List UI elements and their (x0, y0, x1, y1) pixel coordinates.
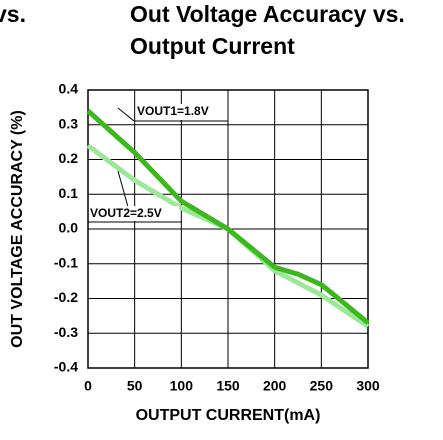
y-axis-label: OUT VOLTAGE ACCURACY (%) (9, 110, 26, 348)
y-tick-label: -0.1 (54, 254, 78, 270)
chart-title: Out Voltage Accuracy vs. (130, 1, 405, 27)
lines (86, 108, 370, 329)
y-tick-label: 0.0 (59, 220, 79, 236)
series-label: VOUT2=2.5V (90, 206, 162, 220)
leader (117, 170, 129, 208)
x-tick-label: 200 (263, 378, 287, 394)
x-tick-label: 150 (216, 378, 240, 394)
y-tick-label: 0.2 (59, 150, 79, 166)
y-tick-label: 0.3 (59, 115, 79, 131)
y-tick-label: -0.2 (54, 289, 78, 305)
x-tick-label: 250 (310, 378, 334, 394)
y-tick-label: -0.3 (54, 324, 78, 340)
x-axis-label: OUTPUT CURRENT(mA) (136, 407, 321, 424)
label-bg (136, 104, 224, 120)
x-tick-label: 300 (356, 378, 380, 394)
series-line (86, 108, 370, 325)
chart-title: Output Current (130, 33, 295, 59)
x-tick-label: 100 (170, 378, 194, 394)
plot-border (87, 89, 369, 369)
series-label: VOUT1=1.8V (137, 104, 209, 118)
x-tick-label: 50 (127, 378, 143, 394)
clipped-title: vs. (0, 1, 26, 27)
y-tick-label: 0.1 (59, 185, 79, 201)
label-bg (89, 206, 179, 221)
leader (117, 107, 135, 122)
y-tick-label: 0.4 (59, 81, 79, 97)
x-tick-label: 0 (84, 378, 92, 394)
y-tick-label: -0.4 (54, 359, 78, 375)
